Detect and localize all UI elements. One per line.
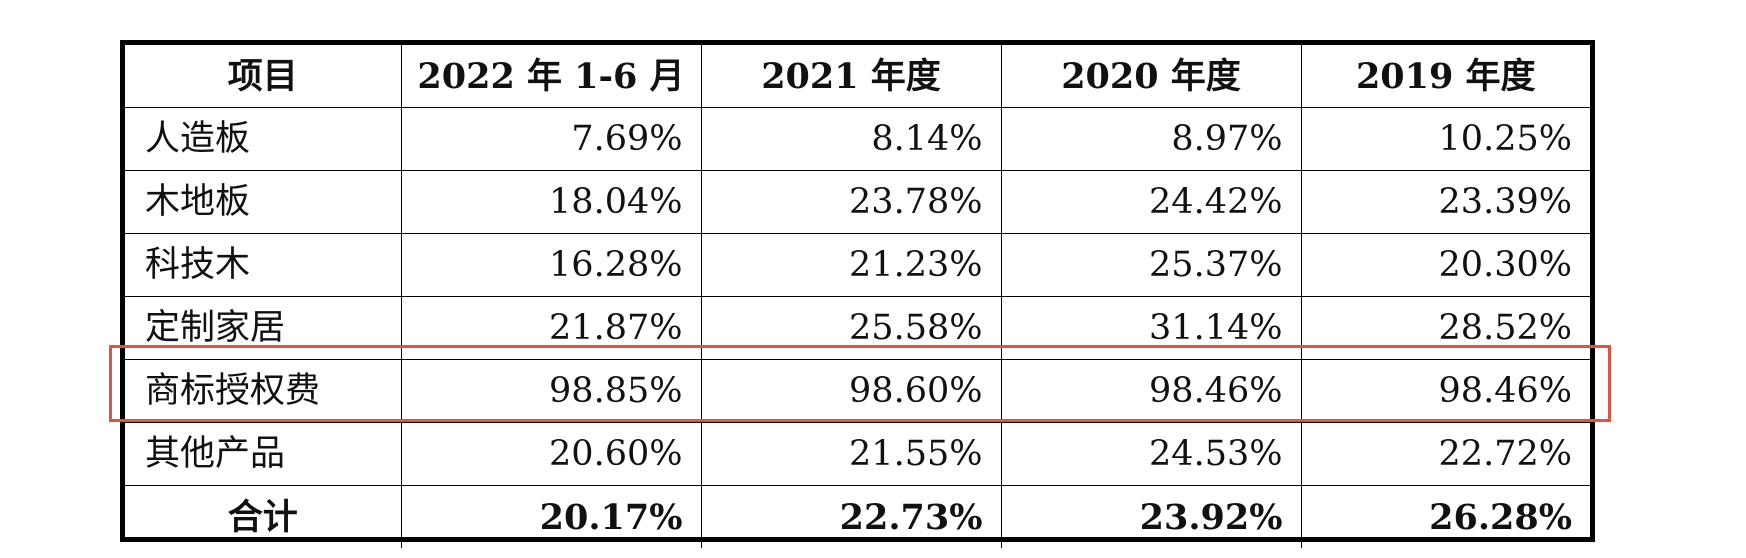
cell-value: 22.72% bbox=[1300, 422, 1590, 486]
cell-value: 21.87% bbox=[400, 296, 702, 360]
cell-value: 8.97% bbox=[1000, 107, 1302, 171]
gross-margin-table-container: 项目 2022 年 1-6 月 2021 年度 2020 年度 2019 年度 … bbox=[120, 40, 1595, 548]
cell-value: 10.25% bbox=[1300, 107, 1590, 171]
total-value: 26.28% bbox=[1300, 485, 1590, 548]
table-row: 其他产品 20.60% 21.55% 24.53% 22.72% bbox=[125, 422, 1590, 486]
cell-value: 25.58% bbox=[700, 296, 1002, 360]
cell-value: 7.69% bbox=[400, 107, 702, 171]
row-label: 商标授权费 bbox=[125, 359, 402, 423]
cell-value: 23.78% bbox=[700, 170, 1002, 234]
cell-value: 23.39% bbox=[1300, 170, 1590, 234]
cell-value: 21.23% bbox=[700, 233, 1002, 297]
cell-value: 98.46% bbox=[1300, 359, 1590, 423]
table-row: 人造板 7.69% 8.14% 8.97% 10.25% bbox=[125, 107, 1590, 171]
cell-value: 31.14% bbox=[1000, 296, 1302, 360]
table-row: 科技木 16.28% 21.23% 25.37% 20.30% bbox=[125, 233, 1590, 297]
cell-value: 18.04% bbox=[400, 170, 702, 234]
cell-value: 98.46% bbox=[1000, 359, 1302, 423]
total-value: 20.17% bbox=[400, 485, 702, 548]
cell-value: 21.55% bbox=[700, 422, 1002, 486]
cell-value: 28.52% bbox=[1300, 296, 1590, 360]
cell-value: 98.85% bbox=[400, 359, 702, 423]
total-value: 23.92% bbox=[1000, 485, 1302, 548]
cell-value: 16.28% bbox=[400, 233, 702, 297]
cell-value: 25.37% bbox=[1000, 233, 1302, 297]
gross-margin-table: 项目 2022 年 1-6 月 2021 年度 2020 年度 2019 年度 … bbox=[125, 45, 1590, 548]
total-label: 合计 bbox=[125, 485, 402, 548]
cell-value: 20.30% bbox=[1300, 233, 1590, 297]
cell-value: 24.53% bbox=[1000, 422, 1302, 486]
table-header-row: 项目 2022 年 1-6 月 2021 年度 2020 年度 2019 年度 bbox=[125, 45, 1590, 108]
header-2022-h1: 2022 年 1-6 月 bbox=[400, 45, 702, 108]
table-total-row: 合计 20.17% 22.73% 23.92% 26.28% bbox=[125, 485, 1590, 548]
cell-value: 8.14% bbox=[700, 107, 1002, 171]
table-row: 定制家居 21.87% 25.58% 31.14% 28.52% bbox=[125, 296, 1590, 360]
row-label: 科技木 bbox=[125, 233, 402, 297]
header-2019: 2019 年度 bbox=[1300, 45, 1590, 108]
row-label: 人造板 bbox=[125, 107, 402, 171]
cell-value: 98.60% bbox=[700, 359, 1002, 423]
row-label: 木地板 bbox=[125, 170, 402, 234]
cell-value: 24.42% bbox=[1000, 170, 1302, 234]
row-label: 其他产品 bbox=[125, 422, 402, 486]
header-item: 项目 bbox=[125, 45, 402, 108]
total-value: 22.73% bbox=[700, 485, 1002, 548]
header-2021: 2021 年度 bbox=[700, 45, 1002, 108]
table-row-highlighted: 商标授权费 98.85% 98.60% 98.46% 98.46% bbox=[125, 359, 1590, 423]
cell-value: 20.60% bbox=[400, 422, 702, 486]
table-row: 木地板 18.04% 23.78% 24.42% 23.39% bbox=[125, 170, 1590, 234]
header-2020: 2020 年度 bbox=[1000, 45, 1302, 108]
row-label: 定制家居 bbox=[125, 296, 402, 360]
